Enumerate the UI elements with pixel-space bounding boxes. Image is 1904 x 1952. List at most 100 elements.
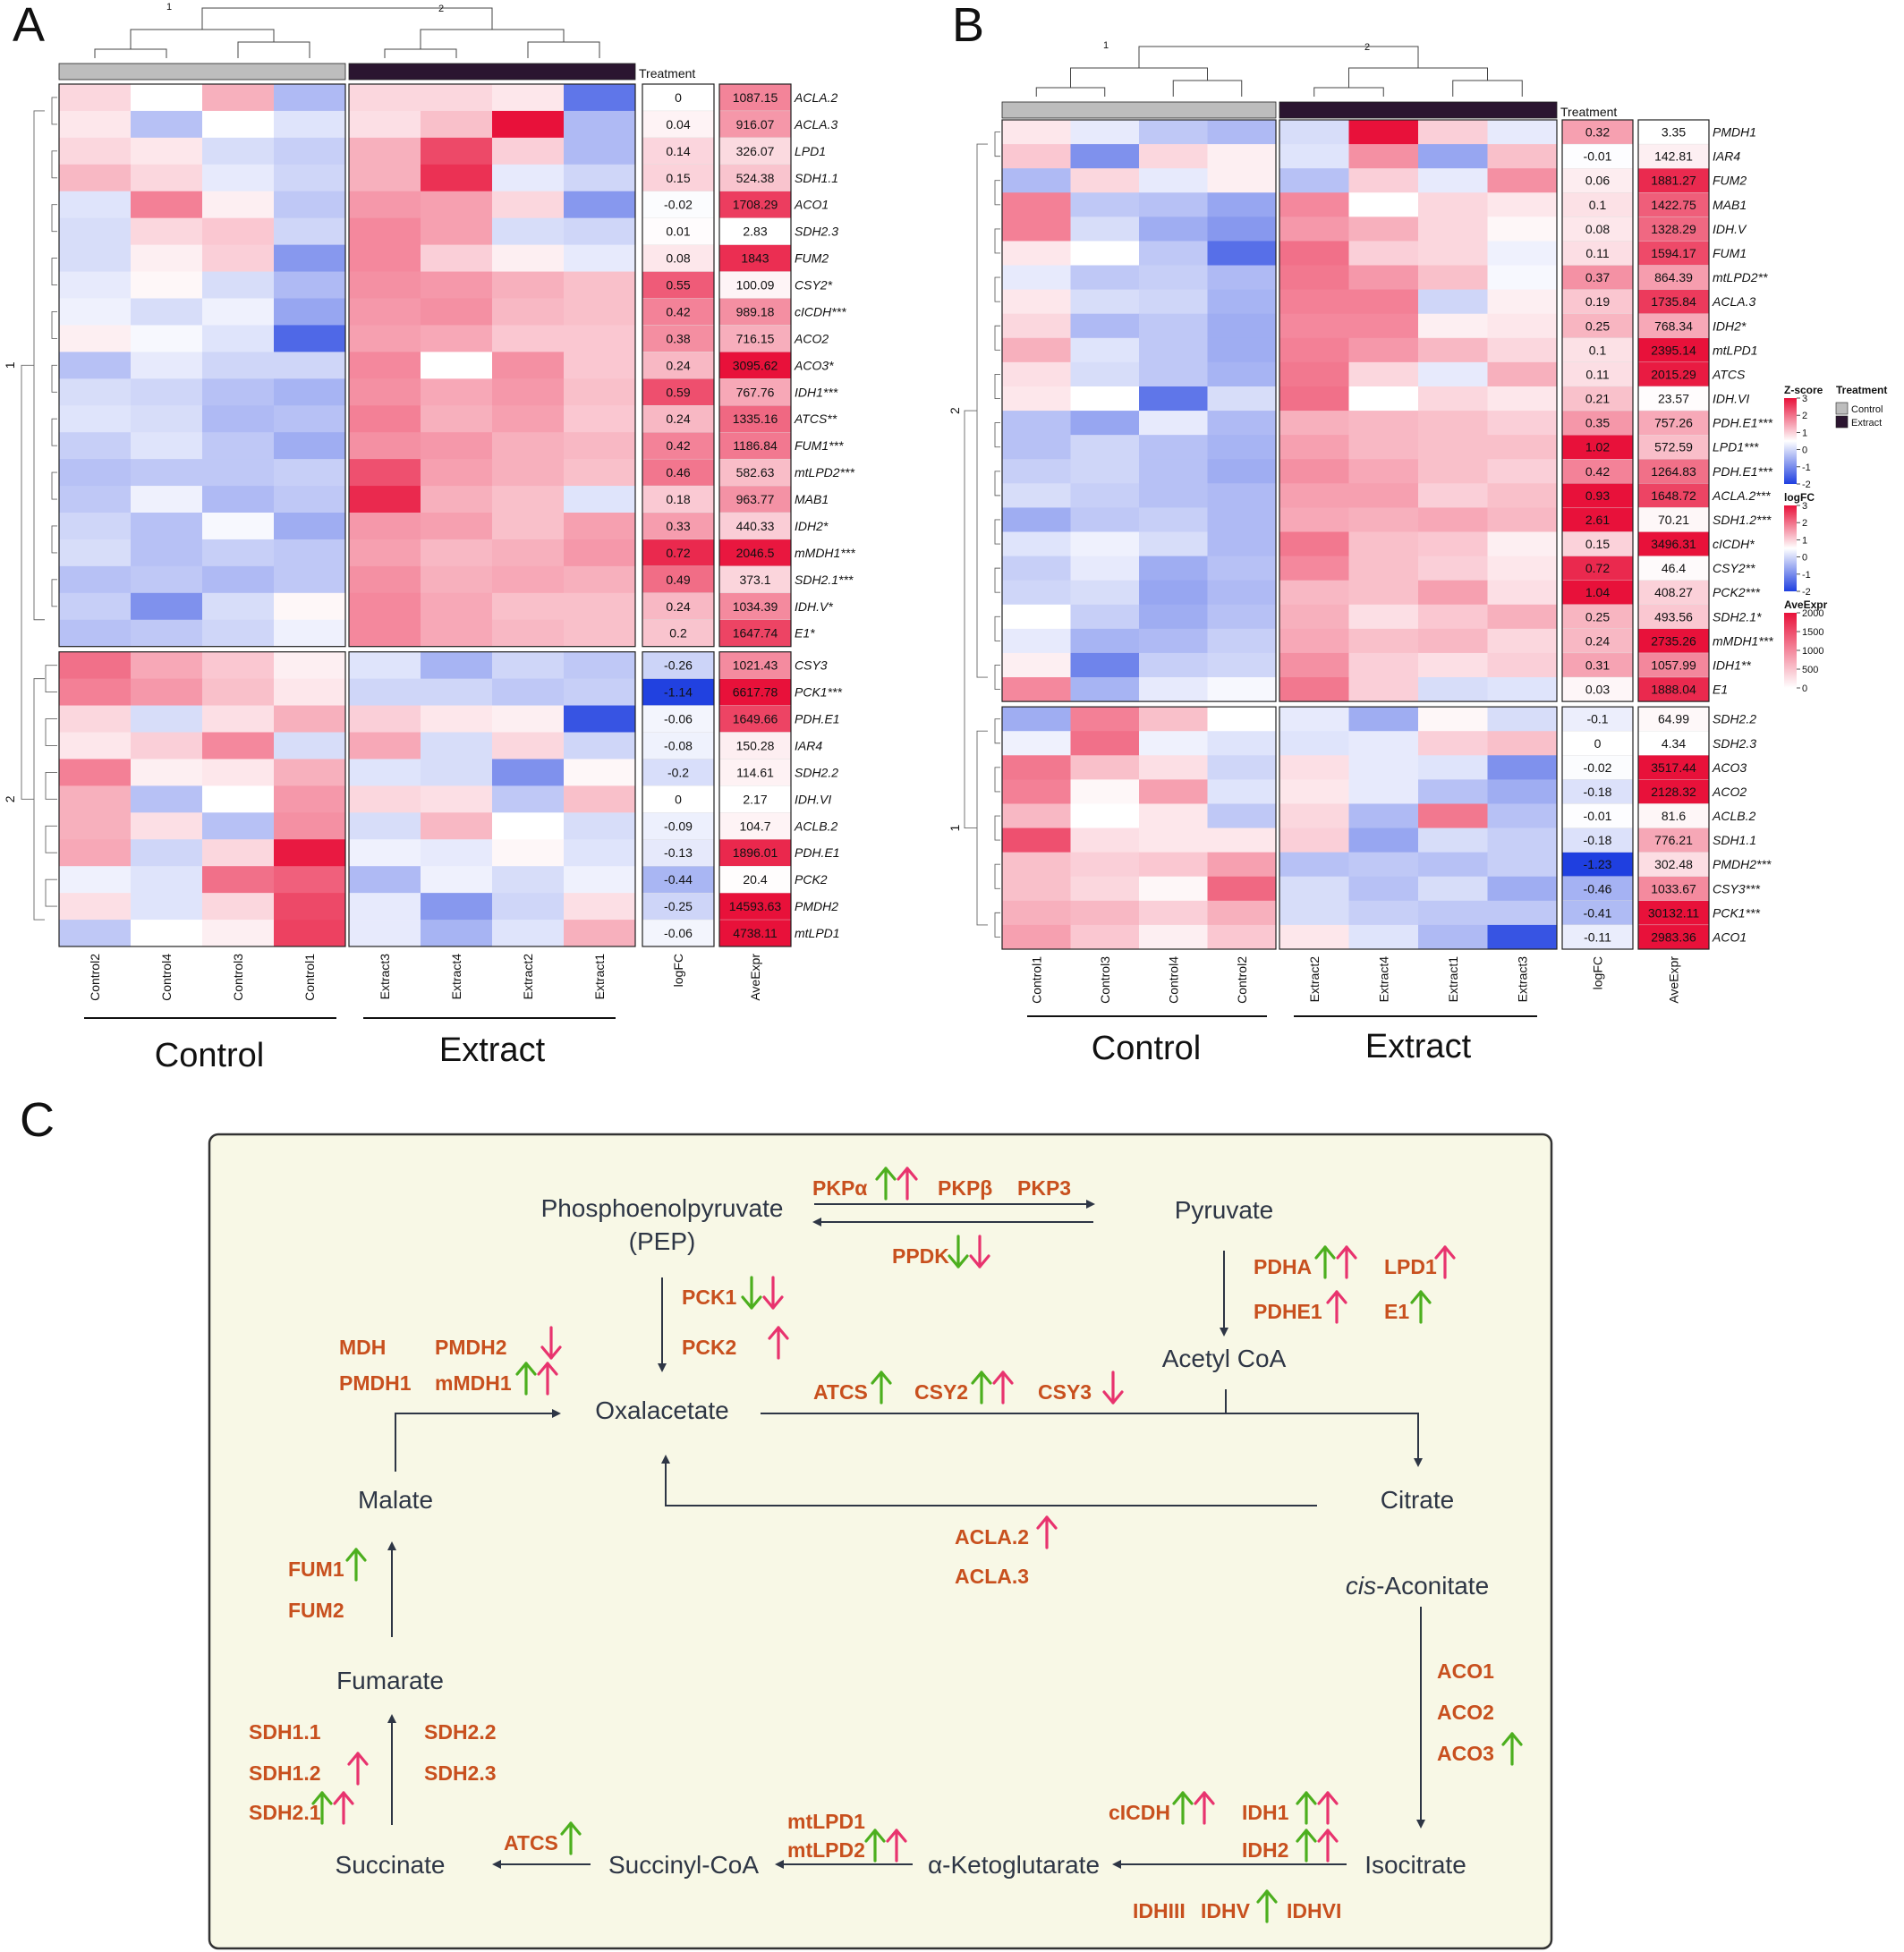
- heatmap_b-cell: [1207, 556, 1277, 581]
- heatmap_b-cell: [1002, 483, 1071, 508]
- heatmap_b-logfc-value: -0.18: [1584, 785, 1612, 799]
- regulation-arrow-up-pink: [992, 1371, 1014, 1405]
- heatmap_b-cell: [1002, 144, 1071, 169]
- heatmap_b-dendro-root: [1138, 46, 1419, 68]
- regulation-arrow-up-green: [1501, 1732, 1523, 1766]
- heatmap_a-cell: [274, 920, 346, 947]
- legend-tick-label: 2: [1802, 411, 1807, 421]
- heatmap_a-logfc-value: 0.72: [666, 546, 690, 560]
- heatmap_a-aveexpr-cell: [718, 512, 792, 540]
- heatmap_a-cell: [492, 651, 565, 680]
- heatmap_a-treatment-label: Treatment: [639, 66, 695, 81]
- heatmap_a-cell: [274, 785, 346, 813]
- heatmap_a-cell: [131, 244, 203, 272]
- heatmap_a-block-border: [348, 651, 636, 947]
- enzyme-label: mtLPD2: [787, 1838, 865, 1862]
- heatmap_a-cell: [421, 705, 493, 733]
- heatmap_b-cell: [1487, 556, 1558, 581]
- heatmap_b-cell: [1002, 876, 1071, 902]
- heatmap_b-cell: [1487, 289, 1558, 315]
- heatmap_b-logfc-value: -0.11: [1584, 929, 1611, 944]
- heatmap_b-cell: [1279, 604, 1349, 630]
- heatmap_b-block-border: [1637, 706, 1710, 950]
- heatmap_a-cell: [131, 217, 203, 246]
- heatmap_b-cluster-label-2: 1: [948, 824, 962, 831]
- heatmap_a-cell: [274, 325, 346, 352]
- regulation-arrow-up-green: [1256, 1889, 1278, 1923]
- legend-tick-label: 0: [1802, 683, 1807, 694]
- legend-tick-label: -1: [1802, 570, 1811, 581]
- heatmap_a-cell: [492, 191, 565, 219]
- heatmap_a-cell: [274, 217, 346, 246]
- heatmap_b-cell: [1418, 677, 1488, 702]
- heatmap_a-cell: [59, 271, 132, 299]
- enzyme-label: IDH2: [1242, 1838, 1288, 1862]
- heatmap_b-aveexpr-value: 864.39: [1654, 270, 1693, 284]
- heatmap_b-cell: [1207, 435, 1277, 460]
- heatmap_b-cell: [1070, 852, 1140, 878]
- heatmap_a-aveexpr-value: 1708.29: [733, 198, 778, 212]
- heatmap_b-aveexpr-cell: [1637, 337, 1710, 363]
- heatmap_b-cell: [1002, 265, 1071, 291]
- heatmap_a-cell: [59, 705, 132, 733]
- heatmap_b-dendro-pair: [994, 567, 1000, 593]
- enzyme-label: IDHIII: [1133, 1899, 1186, 1922]
- heatmap_b-logfc-value: -0.46: [1584, 881, 1612, 895]
- heatmap_b-cell: [1418, 411, 1488, 436]
- heatmap_a-aveexpr-value: 916.07: [736, 117, 775, 132]
- heatmap_b-gene-label: mtLPD1: [1713, 343, 1758, 357]
- heatmap_b-cell: [1279, 707, 1349, 732]
- heatmap_b-gene-label: IDH.V: [1713, 222, 1747, 236]
- regulation-arrow-up-green: [1172, 1791, 1194, 1825]
- heatmap_b-dendro-root-left: [964, 410, 977, 829]
- heatmap_b-cell: [1279, 192, 1349, 217]
- heatmap_a-cell: [131, 539, 203, 567]
- heatmap_a-cell: [421, 759, 493, 786]
- heatmap_b-cell: [1348, 386, 1419, 412]
- heatmap_b-control-group-label: Control: [1092, 1030, 1202, 1067]
- legend-title-aveexpr_title: AveExpr: [1784, 598, 1828, 611]
- heatmap_a-logfc-value: 0.01: [666, 225, 690, 239]
- heatmap_a-logfc-cell: [642, 892, 715, 921]
- heatmap_b-block-border: [1637, 119, 1710, 702]
- heatmap_b-cell: [1487, 241, 1558, 266]
- heatmap_a-cell: [202, 191, 275, 219]
- heatmap_a-dendro-leaf-1: [237, 41, 310, 58]
- heatmap_b-cell: [1279, 803, 1349, 828]
- heatmap_a-gene-label: PMDH2: [795, 899, 838, 913]
- regulation-arrow-up-green-head: [1410, 1290, 1432, 1304]
- heatmap_b-cell: [1487, 216, 1558, 242]
- heatmap_b-cell: [1070, 144, 1140, 169]
- heatmap_b-cell: [1418, 361, 1488, 387]
- heatmap_b-cell: [1279, 652, 1349, 678]
- heatmap_a-cell: [59, 839, 132, 867]
- heatmap_b-block-border: [1561, 706, 1634, 950]
- heatmap_b-block-border: [1279, 119, 1558, 702]
- heatmap_a-cell: [59, 486, 132, 513]
- heatmap_a-cell: [202, 217, 275, 246]
- regulation-arrow-up-pink: [1194, 1791, 1215, 1825]
- regulation-arrow-up-pink: [1317, 1791, 1339, 1825]
- heatmap_b-logfc-value: 0.42: [1585, 464, 1610, 479]
- heatmap_a-cell: [202, 732, 275, 760]
- heatmap_b-cell: [1348, 779, 1419, 804]
- heatmap_b-cell: [1487, 361, 1558, 387]
- heatmap_a-cell: [131, 298, 203, 326]
- regulation-arrow-up-green-head: [515, 1362, 537, 1376]
- heatmap_a-cell: [131, 619, 203, 648]
- heatmap_b-aveexpr-value: 1594.17: [1651, 246, 1696, 260]
- heatmap_a-cell: [274, 812, 346, 840]
- heatmap_a-cell: [564, 405, 636, 433]
- enzyme-label: PDHA: [1254, 1255, 1312, 1278]
- heatmap_a-cell: [564, 352, 636, 379]
- heatmap_b-cell: [1070, 459, 1140, 484]
- regulation-arrow-down-pink: [762, 1276, 784, 1310]
- heatmap_a-cell: [349, 298, 421, 326]
- heatmap_b-cell: [1070, 241, 1140, 266]
- regulation-arrow-up-green: [1296, 1791, 1317, 1825]
- enzyme-label: mtLPD1: [787, 1810, 865, 1833]
- heatmap_b-cell: [1487, 168, 1558, 193]
- heatmap_b-cell: [1418, 120, 1488, 145]
- heatmap_b-cell: [1002, 900, 1071, 926]
- heatmap_a-cell: [349, 325, 421, 352]
